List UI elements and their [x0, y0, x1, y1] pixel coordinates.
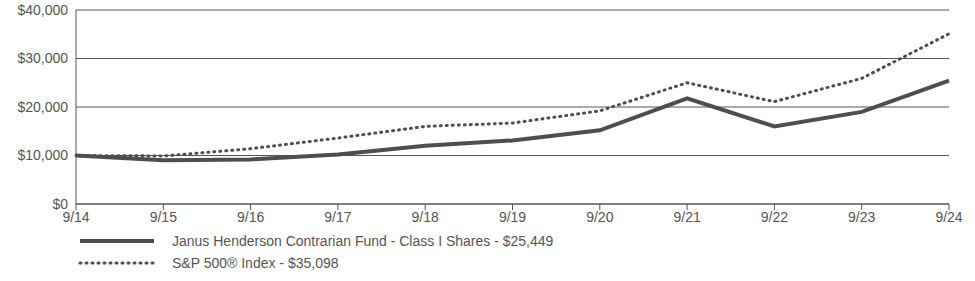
- svg-text:$0: $0: [52, 196, 68, 212]
- svg-text:9/14: 9/14: [62, 208, 90, 225]
- svg-text:9/15: 9/15: [150, 209, 177, 225]
- svg-text:$20,000: $20,000: [17, 99, 68, 115]
- svg-text:$30,000: $30,000: [17, 50, 68, 66]
- svg-text:9/19: 9/19: [499, 209, 526, 225]
- html-text:Janus Henderson Contrarian Fun: Janus Henderson Contrarian Fund - Class …: [172, 233, 554, 249]
- svg-text:9/21: 9/21: [673, 209, 700, 225]
- html-text:S&P 500® Index - $35,098: S&P 500® Index - $35,098: [172, 255, 339, 271]
- svg-text:9/22: 9/22: [761, 209, 788, 225]
- svg-text:9/18: 9/18: [412, 209, 439, 225]
- svg-text:9/16: 9/16: [237, 209, 264, 225]
- svg-text:$40,000: $40,000: [17, 2, 68, 18]
- svg-text:9/20: 9/20: [586, 209, 613, 225]
- svg-text:9/24: 9/24: [935, 209, 962, 225]
- svg-text:9/23: 9/23: [848, 209, 875, 225]
- svg-text:$10,000: $10,000: [17, 147, 68, 163]
- svg-text:9/17: 9/17: [324, 209, 351, 225]
